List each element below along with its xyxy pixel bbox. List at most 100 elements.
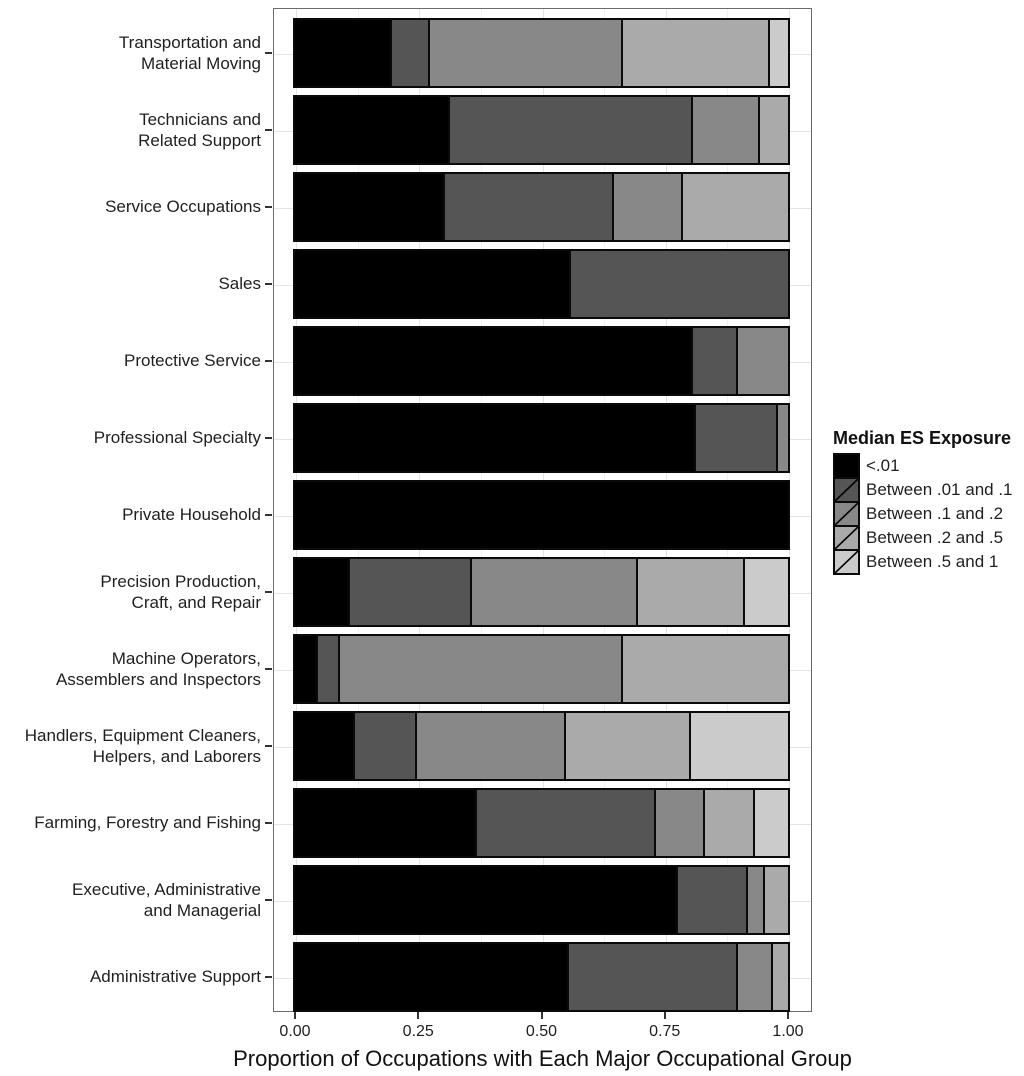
legend-swatch	[833, 477, 860, 503]
bar-segment	[566, 710, 691, 781]
bar-row	[293, 941, 790, 1012]
legend-swatch	[833, 453, 860, 479]
legend-item-label: Between .01 and .1	[866, 480, 1013, 499]
y-tick-mark	[265, 359, 272, 362]
bar-row	[293, 248, 790, 319]
bar-segment	[765, 864, 790, 935]
bar-segment	[571, 248, 790, 319]
legend-item: Between .2 and .5	[833, 525, 1013, 551]
bar-segment	[293, 710, 356, 781]
legend-swatch	[833, 549, 860, 575]
y-category-label: Technicians and Related Support	[138, 109, 261, 150]
bar-row	[293, 864, 790, 935]
bar-segment	[293, 787, 477, 858]
bar-row	[293, 710, 790, 781]
x-tick-mark	[787, 1012, 789, 1019]
legend-diagonal-icon	[835, 479, 858, 501]
bar-segment	[568, 941, 738, 1012]
y-tick-mark	[265, 667, 272, 670]
bar-segment	[638, 556, 746, 627]
y-category-label: Administrative Support	[89, 967, 261, 986]
bar-row	[293, 633, 790, 704]
bar-segment	[293, 633, 318, 704]
bar-segment	[737, 325, 790, 396]
bar-segment	[678, 864, 748, 935]
bar-segment	[293, 864, 679, 935]
y-tick-mark	[265, 436, 272, 439]
legend-item-label: Between .5 and 1	[866, 552, 999, 571]
bar-segment	[293, 17, 393, 88]
y-tick-mark	[265, 975, 272, 978]
y-tick-mark	[265, 205, 272, 208]
legend-diagonal-icon	[835, 503, 858, 525]
bar-segment	[695, 402, 778, 473]
bar-segment	[317, 633, 341, 704]
bar-segment	[613, 171, 684, 242]
bar-segment	[449, 94, 694, 165]
bar-segment	[755, 787, 790, 858]
legend-item-label: Between .2 and .5	[866, 528, 1004, 547]
bar-segment	[747, 864, 766, 935]
bar-segment	[737, 941, 773, 1012]
legend-item: Between .5 and 1	[833, 549, 1013, 575]
bar-row	[293, 479, 790, 550]
y-tick-mark	[265, 821, 272, 824]
bar-segment	[655, 787, 706, 858]
legend: Median ES Exposure <.01 Between .01 and .…	[833, 428, 1013, 575]
y-category-label: Machine Operators, Assemblers and Inspec…	[55, 648, 261, 689]
bar-segment	[392, 17, 430, 88]
x-tick-mark	[417, 1012, 420, 1019]
y-category-label: Transportation and Material Moving	[118, 32, 261, 73]
x-axis-title: Proportion of Occupations with Each Majo…	[233, 1046, 852, 1071]
bar-segment	[350, 556, 472, 627]
x-tick-label: 0.25	[402, 1023, 434, 1040]
bar-segment	[293, 402, 696, 473]
bar-segment	[293, 941, 569, 1012]
bar-segment	[770, 17, 790, 88]
bar-segment	[705, 787, 756, 858]
x-tick-label: 0.75	[649, 1023, 681, 1040]
bar-segment	[293, 479, 790, 550]
bar-segment	[293, 325, 694, 396]
bar-segment	[293, 556, 351, 627]
y-tick-mark	[265, 128, 272, 131]
bar-segment	[745, 556, 790, 627]
y-category-label: Handlers, Equipment Cleaners, Helpers, a…	[24, 725, 261, 766]
legend-item: Between .1 and .2	[833, 501, 1013, 527]
y-category-label: Service Occupations	[105, 197, 261, 216]
bar-segment	[429, 17, 624, 88]
bar-segment	[340, 633, 624, 704]
legend-item-label: <.01	[866, 456, 900, 475]
legend-diagonal-icon	[835, 551, 858, 573]
legend-swatch	[833, 525, 860, 551]
bar-segment	[777, 402, 790, 473]
y-tick-mark	[265, 513, 272, 516]
y-tick-mark	[265, 590, 272, 593]
bar-segment	[623, 17, 771, 88]
bar-row	[293, 94, 790, 165]
bar-row	[293, 402, 790, 473]
x-tick-mark	[294, 1012, 296, 1019]
y-category-label: Precision Production, Craft, and Repair	[100, 571, 261, 612]
legend-item-label: Between .1 and .2	[866, 504, 1004, 523]
bar-segment	[293, 171, 445, 242]
bar-segment	[683, 171, 790, 242]
bar-segment	[471, 556, 639, 627]
x-tick-mark	[540, 1012, 543, 1019]
legend-items: <.01 Between .01 and .1 Between .1 and .2 B…	[833, 453, 1013, 575]
bar-segment	[293, 248, 572, 319]
bar-segment	[772, 941, 790, 1012]
y-category-label: Professional Specialty	[93, 428, 261, 447]
bar-segment	[690, 710, 790, 781]
bar-row	[293, 325, 790, 396]
x-tick-label: 0.50	[525, 1023, 558, 1040]
legend-title: Median ES Exposure	[833, 428, 1012, 448]
bar-segment	[693, 325, 738, 396]
bar-segment	[444, 171, 614, 242]
legend-swatch	[833, 501, 860, 527]
legend-diagonal-icon	[835, 527, 858, 549]
bar-segment	[293, 94, 450, 165]
bar-segment	[355, 710, 418, 781]
x-tick-mark	[663, 1012, 666, 1019]
